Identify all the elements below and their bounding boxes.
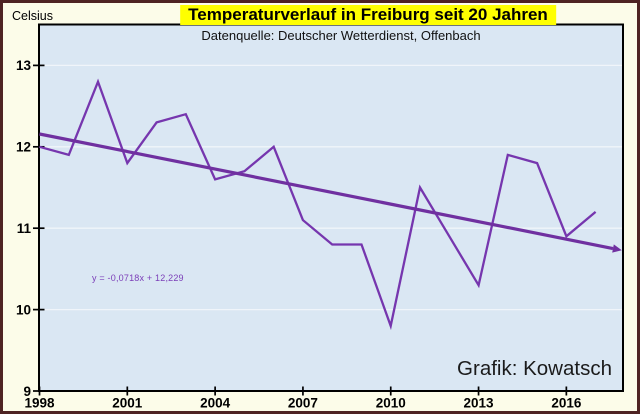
trend-line (39, 132, 614, 251)
chart-title: Temperaturverlauf in Freiburg seit 20 Ja… (180, 5, 556, 25)
plot-area: 9 10 11 12 13 1998 2001 2004 2007 2010 2013 2016 (16, 23, 624, 411)
y-tick-label: 11 (17, 221, 32, 236)
chart-subtitle: Datenquelle: Deutscher Wetterdienst, Off… (201, 28, 481, 43)
x-tick-label: 1998 (24, 396, 55, 411)
x-tick-label: 2004 (200, 396, 231, 411)
plot-background (38, 23, 624, 392)
credit-label: Grafik: Kowatsch (457, 357, 612, 380)
x-tick-label: 2001 (112, 396, 143, 411)
trend-equation-label: y = -0,0718x + 12,229 (92, 273, 184, 283)
x-tick-label: 2013 (464, 396, 495, 411)
y-tick-label: 13 (16, 58, 32, 73)
y-tick-label: 9 (23, 384, 31, 399)
y-tick-label: 12 (16, 140, 31, 155)
y-tick-label: 10 (16, 302, 31, 317)
x-tick-label: 2010 (376, 396, 406, 411)
x-tick-label: 2016 (551, 396, 582, 411)
x-tick-label: 2007 (288, 396, 318, 411)
temperature-line (39, 78, 597, 331)
trend-arrowhead (612, 244, 622, 253)
y-axis-unit-label: Celsius (12, 9, 53, 23)
